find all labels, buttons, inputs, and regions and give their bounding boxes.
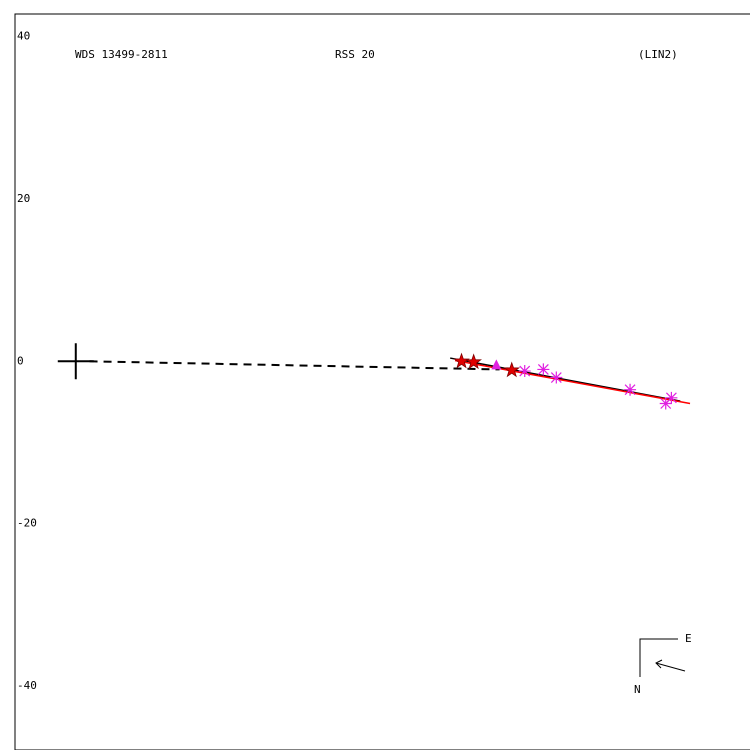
solid-line [454,359,691,405]
asterisk-marker [518,365,531,378]
star-marker [465,353,482,370]
y-tick-label: -40 [17,679,37,692]
y-tick-label: 40 [17,30,30,43]
compass: E N [634,632,692,696]
y-tick-label: -20 [17,517,37,530]
chart-title: WDS 13499-2811 [75,48,168,61]
y-tick-label: 0 [17,354,24,367]
asterisk-marker [624,383,637,396]
annotation: RSS 20 [335,48,375,61]
solid-line [450,357,681,402]
asterisk-marker [665,391,678,404]
asterisk-marker [537,363,550,376]
asterisk-marker [550,371,563,384]
compass-arrow [655,662,686,672]
compass-arrowhead [655,659,663,669]
dashed-line [89,360,500,371]
star-marker [503,361,521,378]
y-tick-label: 20 [17,192,30,205]
compass-axes [639,638,678,677]
annotation: (LIN2) [638,48,678,61]
star-marker [453,352,470,369]
triangle-marker [491,359,502,370]
asterisk-marker [659,397,672,410]
compass-east: E [685,632,692,645]
plot-frame [14,13,750,750]
origin-cross [57,343,94,380]
compass-north: N [634,683,641,696]
